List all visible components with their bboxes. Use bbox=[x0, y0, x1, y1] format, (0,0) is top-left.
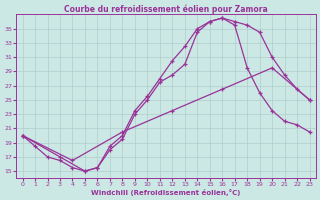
Title: Courbe du refroidissement éolien pour Zamora: Courbe du refroidissement éolien pour Za… bbox=[64, 4, 268, 14]
X-axis label: Windchill (Refroidissement éolien,°C): Windchill (Refroidissement éolien,°C) bbox=[92, 189, 241, 196]
